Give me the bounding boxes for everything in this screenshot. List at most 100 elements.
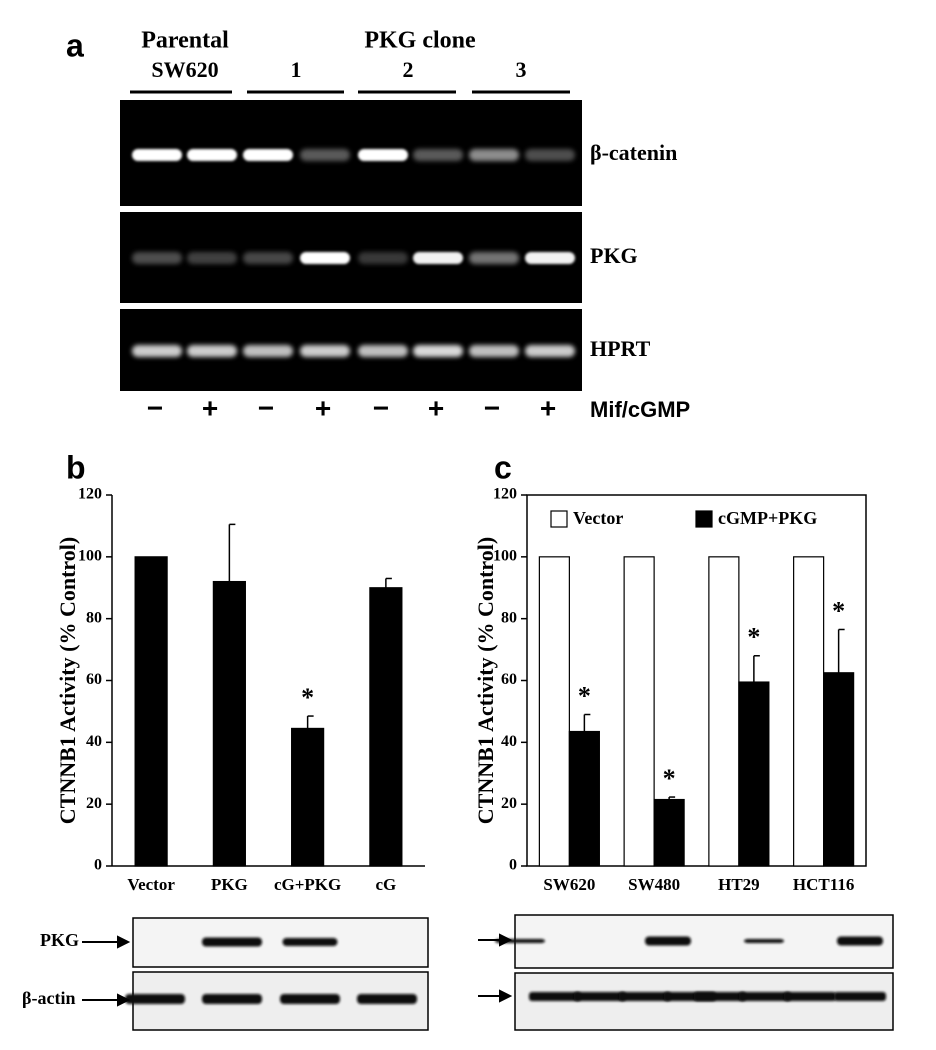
plot-frame [526,494,867,867]
gel-band [132,149,182,161]
blot-label: β-actin [22,988,75,1008]
gel-band [243,345,293,357]
panel-label: b [66,449,86,485]
x-tick-label: HCT116 [793,875,854,894]
bar [653,798,685,867]
bar [568,730,600,867]
y-tick-label: 120 [78,486,102,503]
bar [291,727,325,867]
significance-mark: * [747,623,760,652]
row-label: HPRT [590,336,651,361]
x-tick-label: HT29 [718,875,760,894]
gel-band [469,345,519,357]
legend-label: Vector [573,508,623,528]
lane-sign: − [147,392,163,423]
blot-band [619,992,671,1001]
significance-mark: * [663,764,676,793]
y-tick-label: 80 [86,609,102,626]
blot-band [574,992,626,1001]
blot-band [694,992,746,1001]
gel-band [358,345,408,357]
group-label: PKG clone [364,28,476,54]
lane-sign: − [258,392,274,423]
y-tick-label: 60 [501,671,517,688]
y-tick-label: 60 [86,671,102,688]
gel-band [132,252,182,264]
lane-sign: + [428,392,444,423]
bar [369,587,403,867]
gel-band [469,252,519,264]
lane-sign: − [373,392,389,423]
gel-band [300,345,350,357]
y-tick-label: 40 [86,733,102,750]
row-label: PKG [590,243,638,268]
y-tick-label: 20 [501,795,517,812]
row-label: β-catenin [590,140,677,165]
bar [623,556,655,867]
gel-band [525,345,575,357]
blot-band [280,994,340,1004]
blot-band [529,992,581,1001]
y-tick-label: 0 [509,857,517,874]
blot-band [784,992,836,1001]
significance-mark: * [301,683,314,712]
bar [538,556,570,867]
blot-band [282,938,338,946]
x-tick-label: cG+PKG [274,875,341,894]
gel-band [300,149,350,161]
gel-band [358,252,408,264]
gel-band [525,252,575,264]
gel-band [187,345,237,357]
legend-swatch [550,510,568,528]
bar [738,681,770,867]
gel-band [413,149,463,161]
y-tick-label: 100 [493,548,517,565]
gel-band [132,345,182,357]
arrows [82,933,513,1007]
blot-band [744,939,784,943]
bar [212,580,246,867]
x-tick-label: SW480 [628,875,680,894]
y-axis-label: CTNNB1 Activity (% Control) [55,537,80,824]
gel-band [469,149,519,161]
y-tick-label: 0 [94,857,102,874]
significance-mark: * [832,596,845,625]
y-tick-label: 80 [501,609,517,626]
legend-swatch [695,510,713,528]
significance-mark: * [578,681,591,710]
group-label: Parental [141,28,229,54]
y-tick-label: 100 [78,548,102,565]
blot-band [202,937,262,947]
x-tick-label: SW620 [543,875,595,894]
blot-band [834,992,886,1001]
y-axis-label: CTNNB1 Activity (% Control) [473,537,498,824]
panel-label: c [494,449,512,485]
lane-sign: − [484,392,500,423]
bar [823,672,855,867]
bar [134,556,168,867]
blot [132,914,894,1031]
gel-band [187,149,237,161]
gel-band [413,345,463,357]
gel [120,100,582,391]
treatment-label: Mif/cGMP [590,397,690,422]
group-label: 1 [291,57,302,82]
x-tick-label: Vector [127,875,175,894]
gel-band [300,252,350,264]
blot-bands [125,936,886,1004]
lane-sign: + [315,392,331,423]
bar [793,556,825,867]
blot-band [202,994,262,1004]
lane-sign: + [540,392,556,423]
gel-band [525,149,575,161]
blot-band [739,992,791,1001]
y-tick-label: 120 [493,486,517,503]
blot-band [645,936,691,946]
bar [708,556,740,867]
x-tick-label: PKG [211,875,248,894]
x-tick-label: cG [375,875,396,894]
group-label: 2 [403,57,414,82]
blot-band [125,994,185,1004]
blot-band [357,994,417,1004]
